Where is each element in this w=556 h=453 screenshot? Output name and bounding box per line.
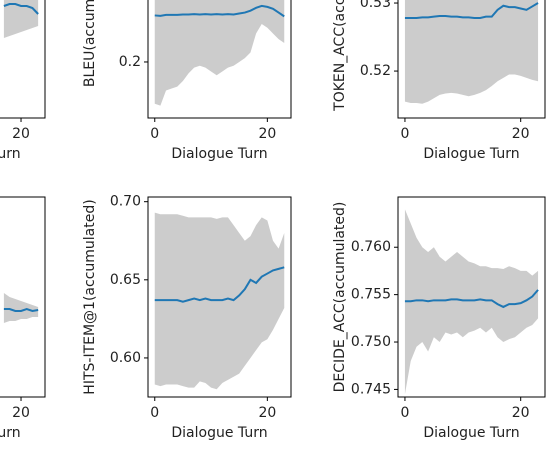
y-tick-label: 0.70 bbox=[110, 194, 141, 210]
x-tick-label: 0 bbox=[150, 126, 159, 142]
x-tick-label: 20 bbox=[512, 405, 530, 421]
panel: 0 20 0.2 Dialogue Turn BLEU(accumulated) bbox=[82, 0, 292, 162]
x-tick-label: 0 bbox=[400, 126, 409, 142]
x-tick-label: 20 bbox=[258, 405, 276, 421]
x-tick-label: 0 bbox=[400, 405, 409, 421]
line bbox=[404, 289, 539, 309]
axes-frame bbox=[147, 0, 292, 119]
line bbox=[3, 307, 39, 313]
panel: 20 Dialogue Turn bbox=[0, 0, 46, 162]
x-axis-label: Dialogue Turn bbox=[171, 146, 267, 162]
plot-area bbox=[154, 0, 285, 106]
plot-area bbox=[3, 0, 39, 38]
band bbox=[404, 209, 539, 395]
band bbox=[3, 0, 39, 38]
band bbox=[404, 0, 539, 104]
band bbox=[154, 0, 285, 106]
plot-area bbox=[404, 0, 539, 104]
x-axis-label: Dialogue Turn bbox=[0, 146, 21, 162]
y-tick-label: 0.53 bbox=[360, 0, 391, 11]
panel: 20 Dialogue Turn bbox=[0, 196, 46, 441]
x-axis-label: Dialogue Turn bbox=[171, 425, 267, 441]
x-tick-label: 0 bbox=[150, 405, 159, 421]
x-axis-label: Dialogue Turn bbox=[423, 425, 519, 441]
y-tick-label: 0.745 bbox=[351, 381, 391, 397]
y-tick-label: 0.60 bbox=[110, 350, 141, 366]
y-tick-label: 0.750 bbox=[351, 334, 391, 350]
line bbox=[154, 266, 285, 303]
line bbox=[3, 3, 39, 15]
line bbox=[154, 4, 285, 18]
axes-frame bbox=[0, 0, 46, 119]
x-axis-label: Dialogue Turn bbox=[0, 425, 21, 441]
y-tick-label: 0.760 bbox=[351, 239, 391, 255]
axes-frame bbox=[147, 196, 292, 398]
axes-frame bbox=[0, 196, 46, 398]
y-tick-label: 0.755 bbox=[351, 287, 391, 303]
band bbox=[3, 293, 39, 323]
y-tick-label: 0.52 bbox=[360, 63, 391, 79]
panel: 0 20 0.745 0.750 0.755 0.760 Dialogue Turn DECI… bbox=[332, 196, 546, 441]
axes-frame bbox=[397, 196, 546, 398]
axes-frame bbox=[397, 0, 546, 119]
y-axis-label: BLEU(accumulated) bbox=[82, 0, 98, 87]
y-axis-label: HITS-ITEM@1(accumulated) bbox=[82, 199, 98, 394]
plot-area bbox=[404, 209, 539, 395]
x-axis-label: Dialogue Turn bbox=[423, 146, 519, 162]
x-tick-label: 20 bbox=[258, 126, 276, 142]
plot-area bbox=[154, 212, 285, 390]
x-tick-label: 20 bbox=[12, 126, 30, 142]
plot-area bbox=[3, 293, 39, 323]
x-tick-label: 20 bbox=[12, 405, 30, 421]
y-tick-label: 0.65 bbox=[110, 272, 141, 288]
line bbox=[404, 2, 539, 19]
y-axis-label: TOKEN_ACC(accumulated) bbox=[332, 0, 348, 112]
y-axis-label: DECIDE_ACC(accumulated) bbox=[332, 202, 348, 393]
panel: 0 20 0.60 0.65 0.70 Dialogue Turn HITS-ITEM@1(… bbox=[82, 194, 292, 441]
panel: 0 20 0.52 0.53 Dialogue Turn TOKEN_ACC(accumu… bbox=[332, 0, 546, 162]
y-tick-label: 0.2 bbox=[119, 54, 141, 70]
x-tick-label: 20 bbox=[512, 126, 530, 142]
